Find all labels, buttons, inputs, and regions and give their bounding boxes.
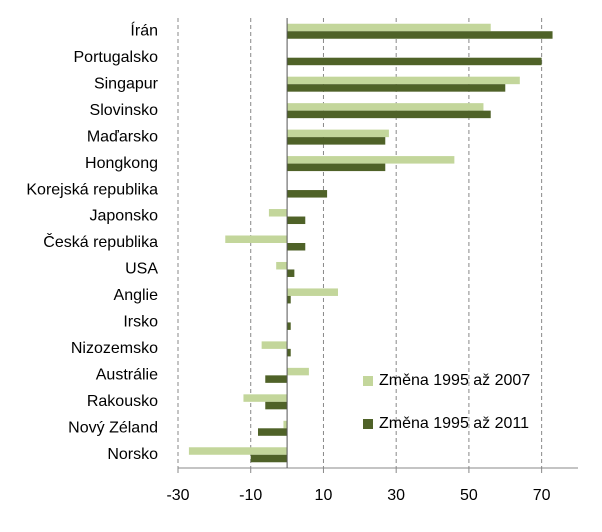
bar — [287, 322, 291, 330]
y-tick-label: Nový Zéland — [68, 420, 158, 437]
bar — [287, 76, 520, 85]
bar — [287, 288, 338, 296]
y-tick-label: Slovinsko — [90, 102, 159, 119]
bar — [287, 137, 386, 145]
bar — [225, 235, 288, 243]
bar — [287, 103, 484, 111]
bar — [287, 190, 328, 198]
bar — [276, 261, 288, 270]
y-tick-label: Nizozemsko — [71, 340, 158, 357]
bar — [287, 84, 506, 92]
x-tick-label: -30 — [166, 487, 189, 504]
bar — [287, 31, 553, 39]
y-tick-label: Irsko — [123, 314, 158, 331]
bar — [283, 420, 288, 429]
bar — [265, 401, 288, 410]
bar — [287, 129, 389, 138]
y-tick-label: USA — [125, 261, 158, 278]
bar — [268, 209, 288, 217]
bar — [243, 394, 288, 402]
bar — [287, 23, 491, 32]
bar — [250, 454, 288, 463]
y-tick-label: Korejská republika — [26, 181, 158, 198]
x-tick-label: 10 — [315, 487, 333, 504]
bar — [287, 110, 491, 119]
y-tick-label: Singapur — [94, 75, 159, 92]
y-tick-label: Anglie — [114, 287, 159, 304]
y-tick-label: Japonsko — [90, 208, 159, 225]
y-tick-label: Česká republika — [43, 232, 158, 251]
bar — [287, 348, 291, 357]
bar — [261, 341, 288, 349]
bar — [265, 375, 288, 383]
x-tick-label: -10 — [239, 487, 262, 504]
y-tick-label: Rakousko — [87, 393, 158, 410]
bar — [287, 295, 291, 304]
bar — [287, 216, 306, 225]
bar — [287, 156, 455, 164]
y-tick-label: Austrálie — [96, 367, 158, 384]
bar — [258, 428, 288, 436]
y-tick-label: Portugalsko — [74, 49, 159, 66]
x-tick-label: 70 — [533, 487, 551, 504]
bar — [287, 269, 295, 277]
bar — [188, 447, 288, 455]
x-tick-label: 50 — [460, 487, 478, 504]
x-tick-label: 30 — [387, 487, 405, 504]
y-tick-label: Hongkong — [85, 155, 158, 172]
legend-swatch — [363, 419, 373, 429]
bar — [287, 367, 309, 376]
legend-swatch — [363, 376, 373, 386]
y-tick-label: Maďarsko — [87, 128, 158, 145]
y-tick-label: Írán — [130, 20, 158, 39]
legend-label: Změna 1995 až 2007 — [379, 372, 530, 389]
bar — [287, 243, 306, 251]
bar — [287, 163, 386, 172]
y-tick-label: Norsko — [107, 446, 158, 463]
bar — [287, 57, 542, 66]
legend-label: Změna 1995 až 2011 — [379, 415, 529, 432]
